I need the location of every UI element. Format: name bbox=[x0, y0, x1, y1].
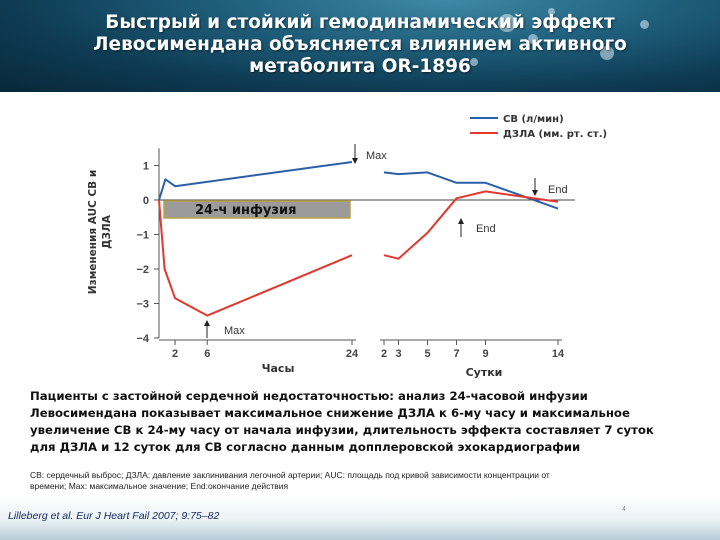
end-top-label: End bbox=[548, 184, 568, 196]
bubble-decoration bbox=[498, 14, 516, 32]
y-axis-label: Изменения AUC CB и ДЗЛА bbox=[87, 170, 113, 294]
citation: Lilleberg et al. Eur J Heart Fail 2007; … bbox=[8, 510, 220, 522]
series-line-pcwp bbox=[383, 190, 559, 260]
end-top-arrowhead bbox=[532, 190, 538, 196]
slide-number: 4 bbox=[622, 506, 626, 513]
y-tick-label: 0 bbox=[143, 195, 149, 207]
series-line-co bbox=[158, 161, 353, 201]
x-unit-days: Сутки bbox=[466, 366, 503, 379]
title-line: Левосимендана объясняется влиянием актив… bbox=[93, 34, 627, 55]
summary-line: Левосимендана показывает максимальное сн… bbox=[30, 406, 630, 420]
notes-line: СВ: сердечный выброс; ДЗЛА: давление зак… bbox=[30, 470, 550, 480]
y-axis-label-line: ДЗЛА bbox=[101, 214, 113, 249]
x-tick-label: 7 bbox=[453, 348, 459, 360]
title-line: Быстрый и стойкий гемодинамический эффек… bbox=[105, 12, 615, 33]
page-title: Быстрый и стойкий гемодинамический эффек… bbox=[40, 12, 680, 78]
y-tick-label: −1 bbox=[136, 230, 149, 242]
x-tick-label: 24 bbox=[346, 348, 359, 360]
hemodynamic-chart: CB (л/мин) ДЗЛА (мм. рт. ст.) Изменения … bbox=[87, 114, 607, 379]
bubble-decoration bbox=[470, 58, 478, 66]
max-top-label: Max bbox=[366, 150, 387, 162]
bubble-decoration bbox=[528, 34, 538, 44]
x-tick-label: 5 bbox=[424, 348, 430, 360]
end-bottom-arrowhead bbox=[458, 218, 464, 224]
y-tick-label: −3 bbox=[136, 299, 149, 311]
max-top-arrowhead bbox=[352, 158, 358, 164]
bubble-decoration bbox=[548, 8, 555, 15]
y-tick-label: −4 bbox=[136, 333, 149, 345]
max-bottom-arrowhead bbox=[204, 320, 210, 326]
summary-line: Пациенты с застойной сердечной недостато… bbox=[30, 389, 588, 403]
chart-marks bbox=[158, 161, 559, 317]
y-tick-label: 1 bbox=[143, 161, 149, 173]
infusion-label: 24-ч инфузия bbox=[195, 203, 296, 218]
x-unit-hours: Часы bbox=[262, 362, 295, 375]
notes-line: времени; Max: максимальное значение; End… bbox=[30, 481, 289, 491]
infusion-bar bbox=[163, 200, 351, 219]
summary-line: для ДЗЛА и 12 суток для СВ согласно данн… bbox=[30, 440, 581, 454]
x-tick-label: 3 bbox=[395, 348, 401, 360]
legend-label-co: CB (л/мин) bbox=[503, 114, 564, 125]
max-bottom-label: Max bbox=[224, 325, 245, 337]
header-banner: Быстрый и стойкий гемодинамический эффек… bbox=[0, 0, 720, 92]
y-axis-label-line: Изменения AUC CB и bbox=[87, 170, 99, 294]
abbreviation-notes: СВ: сердечный выброс; ДЗЛА: давление зак… bbox=[30, 470, 690, 492]
series-line-co bbox=[383, 171, 559, 210]
bubble-decoration bbox=[640, 20, 649, 29]
summary-text: Пациенты с застойной сердечной недостато… bbox=[30, 388, 690, 456]
series-line-pcwp bbox=[158, 199, 353, 317]
bubble-decoration bbox=[600, 46, 614, 60]
footer-band bbox=[0, 497, 720, 540]
legend-label-pcwp: ДЗЛА (мм. рт. ст.) bbox=[503, 129, 607, 140]
x-tick-label: 2 bbox=[381, 348, 387, 360]
end-bottom-label: End bbox=[476, 223, 496, 235]
x-tick-label: 14 bbox=[552, 348, 565, 360]
y-tick-label: −2 bbox=[136, 264, 149, 276]
x-tick-label: 2 bbox=[172, 348, 178, 360]
chart-axes: 10−1−2−3−42 6 24 2 3 5 7 9 14 bbox=[136, 148, 575, 360]
x-tick-label: 9 bbox=[482, 348, 488, 360]
title-line: метаболита OR-1896 bbox=[249, 56, 471, 77]
summary-line: увеличение СВ к 24-му часу от начала инф… bbox=[30, 423, 654, 437]
x-tick-label: 6 bbox=[204, 348, 210, 360]
